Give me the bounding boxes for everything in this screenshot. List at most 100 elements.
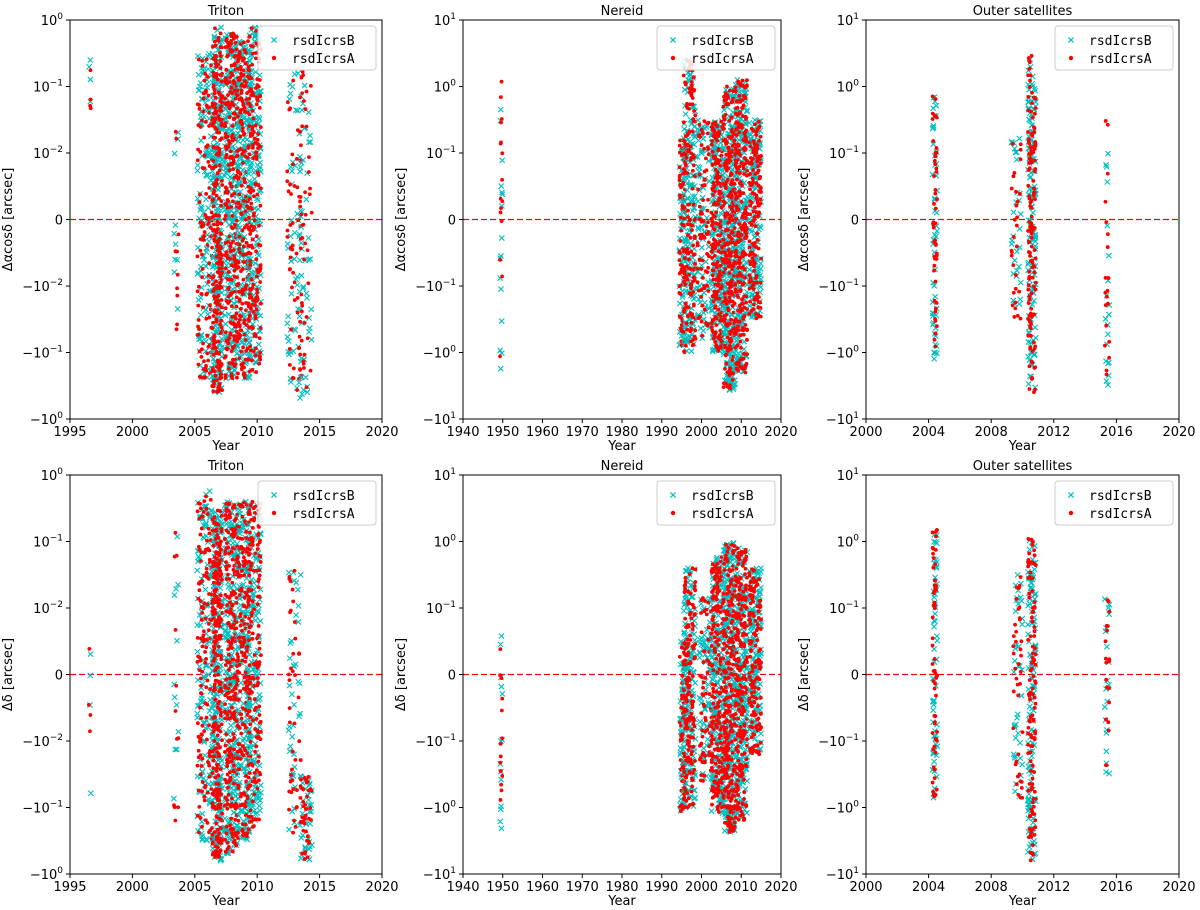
point-rsdIcrsB (751, 116, 758, 123)
point-rsdIcrsA (719, 119, 724, 124)
point-rsdIcrsA (243, 83, 248, 88)
point-rsdIcrsA (229, 241, 233, 246)
point-rsdIcrsA (1014, 189, 1018, 194)
point-rsdIcrsA (1018, 316, 1023, 321)
point-rsdIcrsA (710, 125, 715, 130)
point-rsdIcrsA (288, 223, 293, 227)
point-rsdIcrsA (692, 236, 697, 241)
point-rsdIcrsA (735, 208, 740, 213)
point-rsdIcrsA (754, 193, 759, 198)
point-rsdIcrsA (685, 233, 690, 237)
point-rsdIcrsA (211, 204, 216, 209)
point-rsdIcrsA (235, 153, 240, 158)
point-rsdIcrsA (729, 180, 734, 185)
point-rsdIcrsA (498, 257, 503, 262)
point-rsdIcrsB (695, 163, 702, 170)
point-rsdIcrsA (287, 362, 292, 367)
point-rsdIcrsA (242, 177, 247, 181)
point-rsdIcrsA (233, 40, 238, 45)
point-rsdIcrsA (239, 212, 244, 217)
point-rsdIcrsA (737, 222, 742, 226)
point-rsdIcrsA (249, 295, 254, 300)
point-rsdIcrsA (214, 319, 219, 324)
point-rsdIcrsA (215, 222, 220, 227)
point-rsdIcrsA (743, 370, 748, 375)
point-rsdIcrsA (711, 299, 716, 304)
point-rsdIcrsB (676, 300, 683, 307)
point-rsdIcrsA (711, 154, 716, 159)
point-rsdIcrsA (500, 151, 505, 156)
point-rsdIcrsA (933, 188, 938, 192)
point-rsdIcrsA (206, 358, 211, 363)
point-rsdIcrsA (709, 321, 714, 326)
point-rsdIcrsA (219, 266, 224, 271)
point-rsdIcrsA (499, 140, 503, 145)
chart-title: Nereid (601, 4, 644, 19)
point-rsdIcrsA (753, 122, 757, 127)
point-rsdIcrsA (254, 249, 258, 254)
point-rsdIcrsA (218, 280, 222, 285)
legend-marker-rsdIcrsA (271, 55, 277, 61)
point-rsdIcrsA (741, 213, 745, 218)
point-rsdIcrsA (239, 362, 244, 367)
point-rsdIcrsA (204, 363, 208, 368)
point-rsdIcrsA (697, 217, 702, 222)
point-rsdIcrsA (223, 96, 228, 101)
point-rsdIcrsA (255, 97, 260, 102)
point-rsdIcrsA (678, 292, 683, 296)
point-rsdIcrsA (251, 326, 255, 331)
point-rsdIcrsA (713, 246, 718, 250)
point-rsdIcrsB (211, 35, 218, 42)
point-rsdIcrsA (243, 154, 248, 159)
x-tick-label: 1960 (526, 425, 559, 440)
point-rsdIcrsA (257, 361, 262, 366)
point-rsdIcrsA (196, 284, 201, 289)
point-rsdIcrsA (1018, 157, 1023, 162)
point-rsdIcrsA (230, 226, 235, 231)
point-rsdIcrsB (198, 205, 205, 212)
point-rsdIcrsA (298, 368, 302, 372)
point-rsdIcrsA (755, 231, 760, 236)
point-rsdIcrsA (250, 62, 255, 67)
point-rsdIcrsA (734, 165, 739, 170)
point-rsdIcrsA (723, 228, 728, 233)
point-rsdIcrsA (242, 375, 247, 380)
point-rsdIcrsA (227, 336, 232, 341)
point-rsdIcrsA (230, 376, 235, 380)
point-rsdIcrsB (932, 293, 939, 300)
x-tick-label: 1990 (645, 425, 678, 440)
point-rsdIcrsB (284, 333, 291, 340)
point-rsdIcrsA (1013, 306, 1018, 311)
point-rsdIcrsA (726, 308, 731, 313)
point-rsdIcrsB (288, 290, 295, 297)
point-rsdIcrsA (243, 357, 248, 362)
point-rsdIcrsA (288, 267, 292, 271)
point-rsdIcrsA (681, 329, 686, 334)
point-rsdIcrsA (736, 265, 741, 270)
point-rsdIcrsA (242, 318, 247, 323)
point-rsdIcrsA (213, 125, 218, 130)
panel-top-middle: 1940 1950 1960 1970 1980 1990 2000 2010 20201011… (394, 4, 798, 454)
point-rsdIcrsA (756, 313, 761, 318)
point-rsdIcrsA (754, 273, 759, 278)
point-rsdIcrsA (247, 152, 252, 157)
point-rsdIcrsB (698, 244, 705, 251)
point-rsdIcrsA (250, 108, 255, 113)
point-rsdIcrsA (229, 304, 234, 309)
point-rsdIcrsA (200, 275, 204, 280)
point-rsdIcrsA (1018, 147, 1023, 152)
point-rsdIcrsA (743, 223, 748, 227)
point-rsdIcrsA (747, 312, 752, 316)
point-rsdIcrsA (738, 180, 743, 185)
point-rsdIcrsA (227, 361, 232, 365)
point-rsdIcrsA (693, 113, 698, 118)
point-rsdIcrsA (934, 146, 939, 150)
point-rsdIcrsA (678, 270, 683, 275)
point-rsdIcrsB (303, 290, 310, 297)
point-rsdIcrsA (688, 339, 693, 344)
point-rsdIcrsA (754, 316, 759, 321)
point-rsdIcrsA (747, 140, 752, 145)
point-rsdIcrsA (220, 94, 225, 98)
point-rsdIcrsA (677, 284, 682, 288)
point-rsdIcrsB (195, 71, 202, 78)
